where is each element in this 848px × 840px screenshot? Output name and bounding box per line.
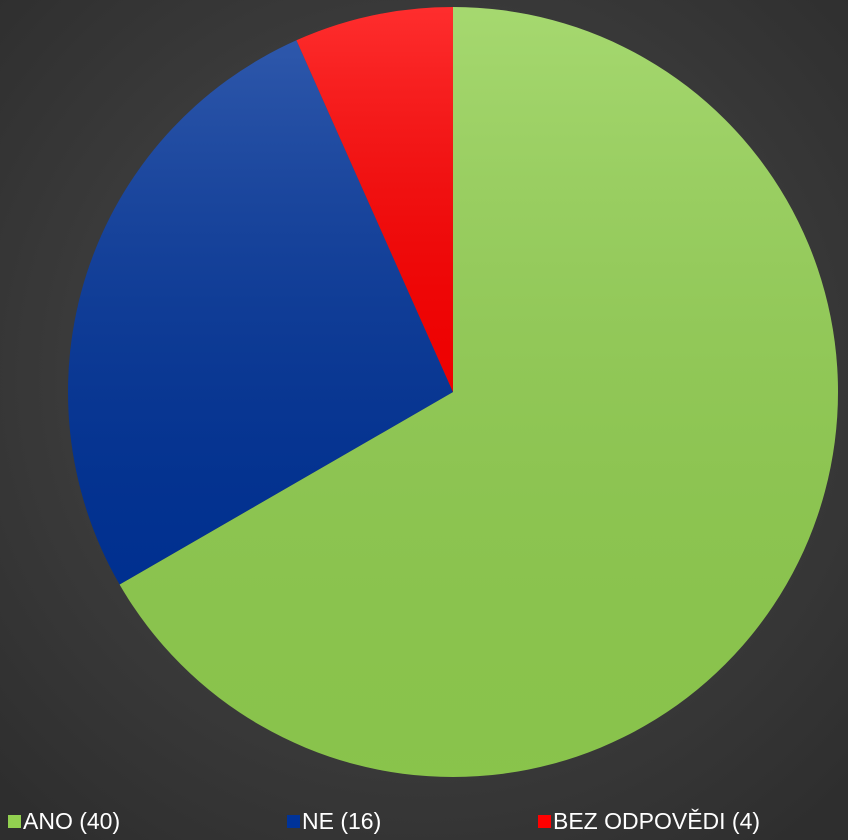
legend-swatch <box>8 815 21 828</box>
legend-label: NE (16) <box>302 808 381 834</box>
slice-shading <box>296 7 453 392</box>
legend-label: ANO (40) <box>23 808 120 834</box>
slice-shading <box>119 7 838 777</box>
legend-label: BEZ ODPOVĚDI (4) <box>553 808 760 834</box>
legend-swatch <box>287 815 300 828</box>
slice-shading <box>67 40 454 585</box>
legend-swatch <box>538 815 551 828</box>
